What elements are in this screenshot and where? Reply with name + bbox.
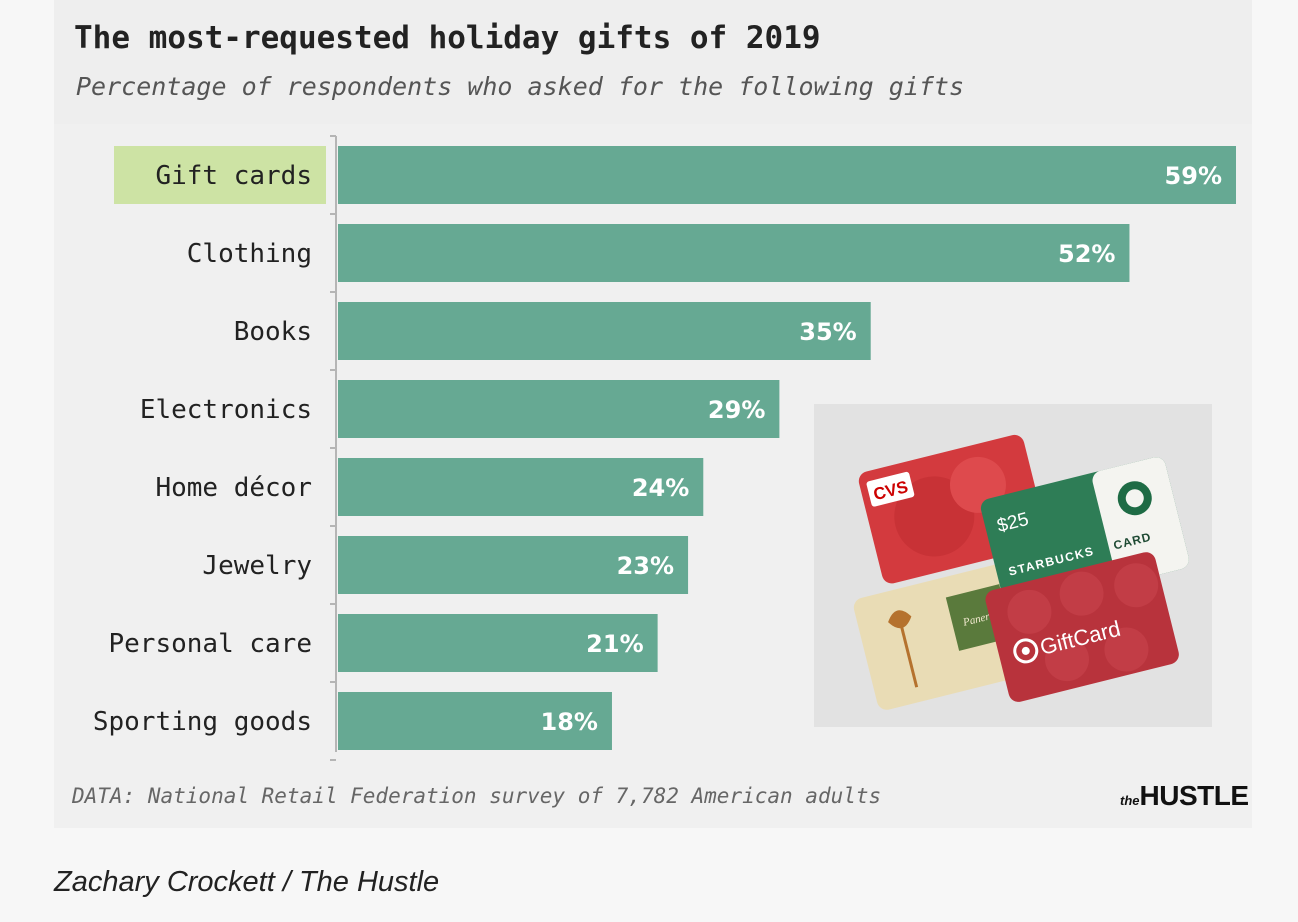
bar bbox=[338, 380, 780, 438]
category-label: Clothing bbox=[187, 239, 312, 269]
category-label: Sporting goods bbox=[93, 707, 312, 737]
category-label: Home décor bbox=[155, 473, 312, 503]
bar bbox=[338, 692, 612, 750]
chart-subtitle: Percentage of respondents who asked for … bbox=[76, 72, 965, 101]
bar bbox=[338, 458, 704, 516]
bar-chart: Gift cards 59% Clothing 52% Books 35% Electron… bbox=[93, 135, 1236, 761]
value-label: 24% bbox=[632, 474, 689, 502]
logo-name: HUSTLE bbox=[1139, 780, 1250, 811]
category-highlight bbox=[114, 146, 326, 204]
image-caption: Zachary Crockett / The Hustle bbox=[54, 866, 440, 898]
value-label: 52% bbox=[1058, 240, 1115, 268]
bar bbox=[338, 224, 1130, 282]
header-band bbox=[54, 0, 1252, 124]
category-label: Jewelry bbox=[202, 551, 312, 581]
category-label: Books bbox=[234, 317, 312, 347]
hustle-logo: theHUSTLE bbox=[1120, 780, 1249, 812]
bar bbox=[338, 302, 871, 360]
bar bbox=[338, 146, 1236, 204]
value-label: 59% bbox=[1165, 162, 1222, 190]
chart-card: The most-requested holiday gifts of 2019… bbox=[54, 0, 1252, 828]
bar bbox=[338, 614, 658, 672]
category-label: Personal care bbox=[109, 629, 313, 659]
category-label: Electronics bbox=[140, 395, 312, 425]
value-label: 18% bbox=[541, 708, 598, 736]
bar bbox=[338, 536, 689, 594]
gift-cards-illustration: CVS Panera $25 STARBUCKS CARD bbox=[853, 434, 1189, 710]
target-gift-card: GiftCard bbox=[985, 552, 1179, 702]
data-source: DATA: National Retail Federation survey … bbox=[72, 784, 882, 808]
logo-prefix: the bbox=[1120, 793, 1140, 808]
chart-title: The most-requested holiday gifts of 2019 bbox=[74, 20, 821, 56]
category-label: Gift cards bbox=[155, 161, 312, 191]
value-label: 35% bbox=[799, 318, 856, 346]
value-label: 23% bbox=[617, 552, 674, 580]
value-label: 29% bbox=[708, 396, 765, 424]
gift-cards-photo: CVS Panera $25 STARBUCKS CARD bbox=[814, 404, 1212, 727]
value-label: 21% bbox=[586, 630, 643, 658]
